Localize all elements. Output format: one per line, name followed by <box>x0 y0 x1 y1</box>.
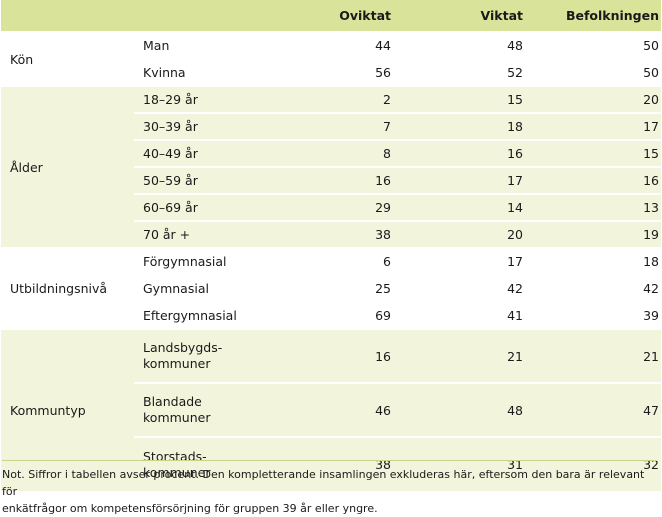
row-label: Eftergymnasial <box>134 301 304 329</box>
cell-oviktat: 44 <box>304 31 399 59</box>
cell-oviktat: 69 <box>304 301 399 329</box>
cell-befolkningen: 32 <box>531 436 661 491</box>
cell-befolkningen: 50 <box>531 31 661 59</box>
table-row: 60–69 år 29 14 13 <box>1 193 661 221</box>
note-line-2: enkätfrågor om kompetensförsörjning för … <box>2 502 378 515</box>
cell-oviktat: 46 <box>304 382 399 437</box>
cell-befolkningen: 16 <box>531 166 661 194</box>
table-row: 30–39 år 7 18 17 <box>1 112 661 140</box>
cell-oviktat: 7 <box>304 112 399 140</box>
table-row: Utbildningsnivå Förgymnasial 6 17 18 <box>1 247 661 329</box>
cell-oviktat: 25 <box>304 274 399 302</box>
table-row: 40–49 år 8 16 15 <box>1 139 661 167</box>
cell-befolkningen: 42 <box>531 274 661 302</box>
cell-oviktat: 16 <box>304 166 399 194</box>
header-row: Oviktat Viktat Befolkningen <box>1 0 661 33</box>
group-label: Kön <box>1 31 134 86</box>
cell-befolkningen: 47 <box>531 382 661 437</box>
row-label-line-2: kommuner <box>143 410 211 425</box>
cell-befolkningen: 50 <box>531 58 661 86</box>
note-line-1: Not. Siffror i tabellen avser procent. D… <box>2 468 645 498</box>
row-label: Storstads- kommuner <box>134 436 304 491</box>
row-label: 70 år + <box>134 220 304 248</box>
table-row: Ålder 18–29 år 2 15 20 <box>1 85 661 248</box>
cell-befolkningen: 13 <box>531 193 661 221</box>
row-label: 50–59 år <box>134 166 304 194</box>
cell-oviktat: 29 <box>304 193 399 221</box>
row-label: 18–29 år <box>134 85 304 113</box>
row-label-line-1: Blandade <box>143 394 202 409</box>
header-viktat: Viktat <box>399 0 531 33</box>
cell-befolkningen: 39 <box>531 301 661 329</box>
header-blank-2 <box>134 0 304 33</box>
cell-viktat: 41 <box>399 301 531 329</box>
table-row: Kvinna 56 52 50 <box>1 58 661 86</box>
group-label: Utbildningsnivå <box>1 247 134 329</box>
cell-viktat: 48 <box>399 31 531 59</box>
row-label: Gymnasial <box>134 274 304 302</box>
header-befolkningen: Befolkningen <box>531 0 661 33</box>
row-label-line-2: kommuner <box>143 356 211 371</box>
cell-viktat: 52 <box>399 58 531 86</box>
cell-viktat: 20 <box>399 220 531 248</box>
row-label: 60–69 år <box>134 193 304 221</box>
cell-oviktat: 38 <box>304 436 399 491</box>
row-label: Landsbygds- kommuner <box>134 328 304 383</box>
cell-viktat: 16 <box>399 139 531 167</box>
cell-oviktat: 2 <box>304 85 399 113</box>
cell-oviktat: 8 <box>304 139 399 167</box>
table-header: Oviktat Viktat Befolkningen <box>1 0 661 33</box>
cell-befolkningen: 21 <box>531 328 661 383</box>
cell-viktat: 17 <box>399 166 531 194</box>
group-alder: Ålder 18–29 år 2 15 20 30–39 år 7 18 17 … <box>1 85 661 248</box>
row-label: 40–49 år <box>134 139 304 167</box>
row-label: Förgymnasial <box>134 247 304 275</box>
group-label: Ålder <box>1 85 134 248</box>
cell-viktat: 17 <box>399 247 531 275</box>
table-container: Oviktat Viktat Befolkningen Kön Man 44 4… <box>1 0 661 491</box>
cell-viktat: 21 <box>399 328 531 383</box>
cell-viktat: 18 <box>399 112 531 140</box>
table-row: Kommuntyp Landsbygds- kommuner 16 21 21 <box>1 328 661 491</box>
row-label-line-1: Landsbygds- <box>143 340 223 355</box>
row-label-line-1: Storstads- <box>143 448 207 464</box>
table-row: 50–59 år 16 17 16 <box>1 166 661 194</box>
cell-viktat: 14 <box>399 193 531 221</box>
cell-oviktat: 38 <box>304 220 399 248</box>
cell-viktat: 15 <box>399 85 531 113</box>
row-label: Kvinna <box>134 58 304 86</box>
cell-befolkningen: 19 <box>531 220 661 248</box>
header-blank-1 <box>1 0 134 33</box>
row-label: Blandade kommuner <box>134 382 304 437</box>
cell-befolkningen: 17 <box>531 112 661 140</box>
group-utbildningsniva: Utbildningsnivå Förgymnasial 6 17 18 Gym… <box>1 247 661 329</box>
table-row: Blandade kommuner 46 48 47 <box>1 382 661 437</box>
cell-oviktat: 6 <box>304 247 399 275</box>
cell-befolkningen: 15 <box>531 139 661 167</box>
table-row: Gymnasial 25 42 42 <box>1 274 661 302</box>
table-row: Eftergymnasial 69 41 39 <box>1 301 661 329</box>
row-label: Man <box>134 31 304 59</box>
table-row: 70 år + 38 20 19 <box>1 220 661 248</box>
cell-befolkningen: 18 <box>531 247 661 275</box>
table-note: Not. Siffror i tabellen avser procent. D… <box>2 460 657 517</box>
row-label: 30–39 år <box>134 112 304 140</box>
cell-oviktat: 16 <box>304 328 399 383</box>
cell-viktat: 42 <box>399 274 531 302</box>
table-row: Kön Man 44 48 50 <box>1 31 661 86</box>
statistics-table: Oviktat Viktat Befolkningen Kön Man 44 4… <box>1 0 661 491</box>
header-oviktat: Oviktat <box>304 0 399 33</box>
cell-oviktat: 56 <box>304 58 399 86</box>
group-kon: Kön Man 44 48 50 Kvinna 56 52 50 <box>1 31 661 86</box>
group-label: Kommuntyp <box>1 328 134 491</box>
cell-viktat: 48 <box>399 382 531 437</box>
cell-befolkningen: 20 <box>531 85 661 113</box>
row-label-line-2: kommuner <box>143 464 211 480</box>
group-kommuntyp: Kommuntyp Landsbygds- kommuner 16 21 21 … <box>1 328 661 491</box>
